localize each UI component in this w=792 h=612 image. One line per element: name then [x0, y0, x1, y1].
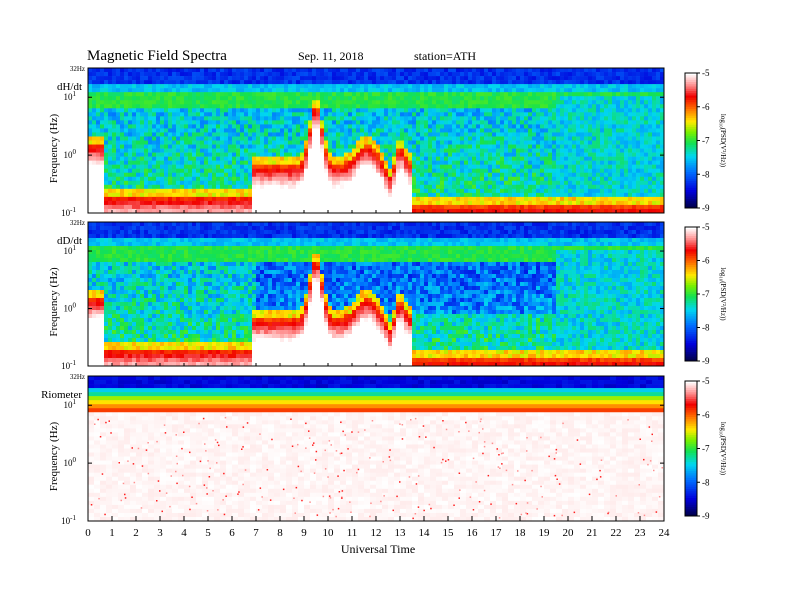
- xtick-0: 0: [85, 527, 91, 539]
- xtick-9: 9: [301, 527, 307, 539]
- panel-2-ytick-1-exp: 0: [73, 456, 77, 464]
- panel-0-ytick-2-base: 10: [61, 208, 71, 218]
- station-label: station=ATH: [414, 49, 476, 63]
- xtick-12: 12: [371, 527, 382, 539]
- time-axis: 0 1 2 3 4 5 6 7 8 9 10 11 12 13 14 15 16 17 18 19 20 21 22 23 24: [85, 210, 670, 539]
- panel-2-colorbar: -5 -6 -7 -8 -9 log₁₀(PSD(V²/Hz)): [684, 376, 727, 521]
- xtick-14: 14: [419, 527, 431, 539]
- panel-0-ytick-2-exp: -1: [70, 206, 76, 214]
- panel-2-cb-tick-4: -9: [702, 511, 710, 521]
- xtick-2: 2: [133, 527, 139, 539]
- panel-1-ytick-1-base: 10: [64, 304, 74, 314]
- spectrogram-1-cells: [88, 222, 665, 367]
- xtick-6: 6: [229, 527, 235, 539]
- panel-1-ylabel: Frequency (Hz): [48, 267, 60, 337]
- figure-title: Magnetic Field Spectra: [87, 48, 227, 64]
- panel-1-ytick-0-exp: 1: [73, 244, 77, 252]
- xtick-10: 10: [323, 527, 335, 539]
- panel-0-ytick-0: 101: [64, 90, 77, 102]
- panel-2-ytick-2-exp: -1: [70, 514, 76, 522]
- xtick-5: 5: [205, 527, 211, 539]
- panel-2-ytick-2-base: 10: [61, 516, 71, 526]
- panel-2-ylabel: Frequency (Hz): [48, 422, 60, 492]
- panel-0-cb-tick-0: -5: [702, 68, 710, 78]
- panel-1-cb-tick-0: -5: [702, 222, 710, 232]
- panel-1-ytick-1: 100: [64, 302, 77, 314]
- panel-2-ytick-1: 100: [64, 456, 77, 468]
- xtick-24: 24: [659, 527, 671, 539]
- panel-1-ytick-0-base: 10: [64, 246, 74, 256]
- xtick-15: 15: [443, 527, 455, 539]
- panel-2-ytick-0-exp: 1: [73, 398, 77, 406]
- panel-0-colorbar: -5 -6 -7 -8 -9 log₁₀(PSD(V²/Hz)): [684, 68, 727, 213]
- x-axis-title: Universal Time: [341, 542, 415, 556]
- panel-1-cb-tick-2: -7: [702, 289, 710, 299]
- panel-0-cb-tick-1: -6: [702, 102, 710, 112]
- xtick-19: 19: [539, 527, 551, 539]
- panel-0-cb-tick-3: -8: [702, 169, 710, 179]
- panel-1-cb-tick-1: -6: [702, 256, 710, 266]
- panel-2-ytick-1-base: 10: [64, 458, 74, 468]
- panel-1-top-label: 32Hz: [70, 219, 85, 227]
- panel-0-ytick-2: 10-1: [61, 206, 76, 218]
- xtick-4: 4: [181, 527, 187, 539]
- xtick-21: 21: [587, 527, 598, 539]
- panel-1-colorbar: -5 -6 -7 -8 -9 log₁₀(PSD(V²/Hz)): [684, 222, 727, 366]
- panel-2-cb-tick-0: -5: [702, 376, 710, 386]
- date-label: Sep. 11, 2018: [298, 49, 364, 63]
- xtick-13: 13: [395, 527, 407, 539]
- panel-0-ytick-0-base: 10: [64, 92, 74, 102]
- panel-0-ytick-1-base: 10: [64, 150, 74, 160]
- panel-0-cb-tick-2: -7: [702, 136, 710, 146]
- panel-0-ytick-1: 100: [64, 148, 77, 160]
- panel-2-label: Riometer: [41, 389, 82, 401]
- panel-1-colorbar-label: log₁₀(PSD(V²/Hz)): [719, 267, 727, 321]
- panel-0-ytick-0-exp: 1: [73, 90, 77, 98]
- panel-1-ytick-2-exp: -1: [70, 359, 76, 367]
- panel-2-ytick-0-base: 10: [64, 400, 74, 410]
- xtick-23: 23: [635, 527, 647, 539]
- spectrogram-2-cells: [88, 376, 665, 522]
- panel-0-colorbar-label: log₁₀(PSD(V²/Hz)): [719, 114, 727, 168]
- panel-2-colorbar-label: log₁₀(PSD(V²/Hz)): [719, 422, 727, 476]
- panel-1-ytick-2: 10-1: [61, 359, 76, 371]
- spectrogram-0-cells: [88, 68, 665, 214]
- panel-2-ytick-0: 101: [64, 398, 77, 410]
- panel-2-ytick-2: 10-1: [61, 514, 76, 526]
- panel-2-top-label: 32Hz: [70, 373, 85, 381]
- panel-0-ylabel: Frequency (Hz): [48, 114, 60, 184]
- panel-0-cb-tick-4: -9: [702, 203, 710, 213]
- xtick-7: 7: [253, 527, 259, 539]
- panel-1-ytick-1-exp: 0: [73, 302, 77, 310]
- panel-2-cb-tick-3: -8: [702, 477, 710, 487]
- panel-1-ytick-2-base: 10: [61, 361, 71, 371]
- panel-0-label: dH/dt: [57, 81, 82, 93]
- xtick-11: 11: [347, 527, 358, 539]
- xtick-1: 1: [109, 527, 115, 539]
- panel-2-cb-tick-1: -6: [702, 410, 710, 420]
- panel-2-cb-tick-2: -7: [702, 444, 710, 454]
- panel-1-label: dD/dt: [57, 235, 82, 247]
- xtick-3: 3: [157, 527, 163, 539]
- xtick-17: 17: [491, 527, 503, 539]
- xtick-8: 8: [277, 527, 283, 539]
- xtick-18: 18: [515, 527, 527, 539]
- panel-1-ytick-0: 101: [64, 244, 77, 256]
- panel-1-cb-tick-3: -8: [702, 323, 710, 333]
- xtick-16: 16: [467, 527, 479, 539]
- xtick-20: 20: [563, 527, 575, 539]
- panel-1-cb-tick-4: -9: [702, 356, 710, 366]
- panel-0-top-label: 32Hz: [70, 65, 85, 73]
- panel-0-ytick-1-exp: 0: [73, 148, 77, 156]
- xtick-22: 22: [611, 527, 622, 539]
